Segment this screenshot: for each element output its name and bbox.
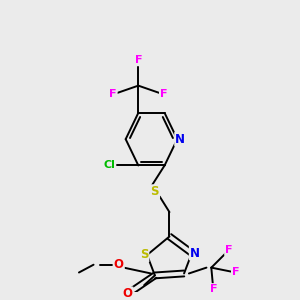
Text: Cl: Cl [103,160,115,170]
Text: F: F [135,55,142,65]
Text: F: F [109,89,117,99]
Text: O: O [114,258,124,271]
Text: O: O [123,287,133,300]
Text: S: S [151,185,159,198]
Text: F: F [209,284,217,294]
Text: F: F [160,89,167,99]
Text: S: S [140,248,148,262]
Text: N: N [190,247,200,260]
Text: N: N [175,133,185,146]
Text: F: F [225,245,232,255]
Text: F: F [232,268,239,278]
